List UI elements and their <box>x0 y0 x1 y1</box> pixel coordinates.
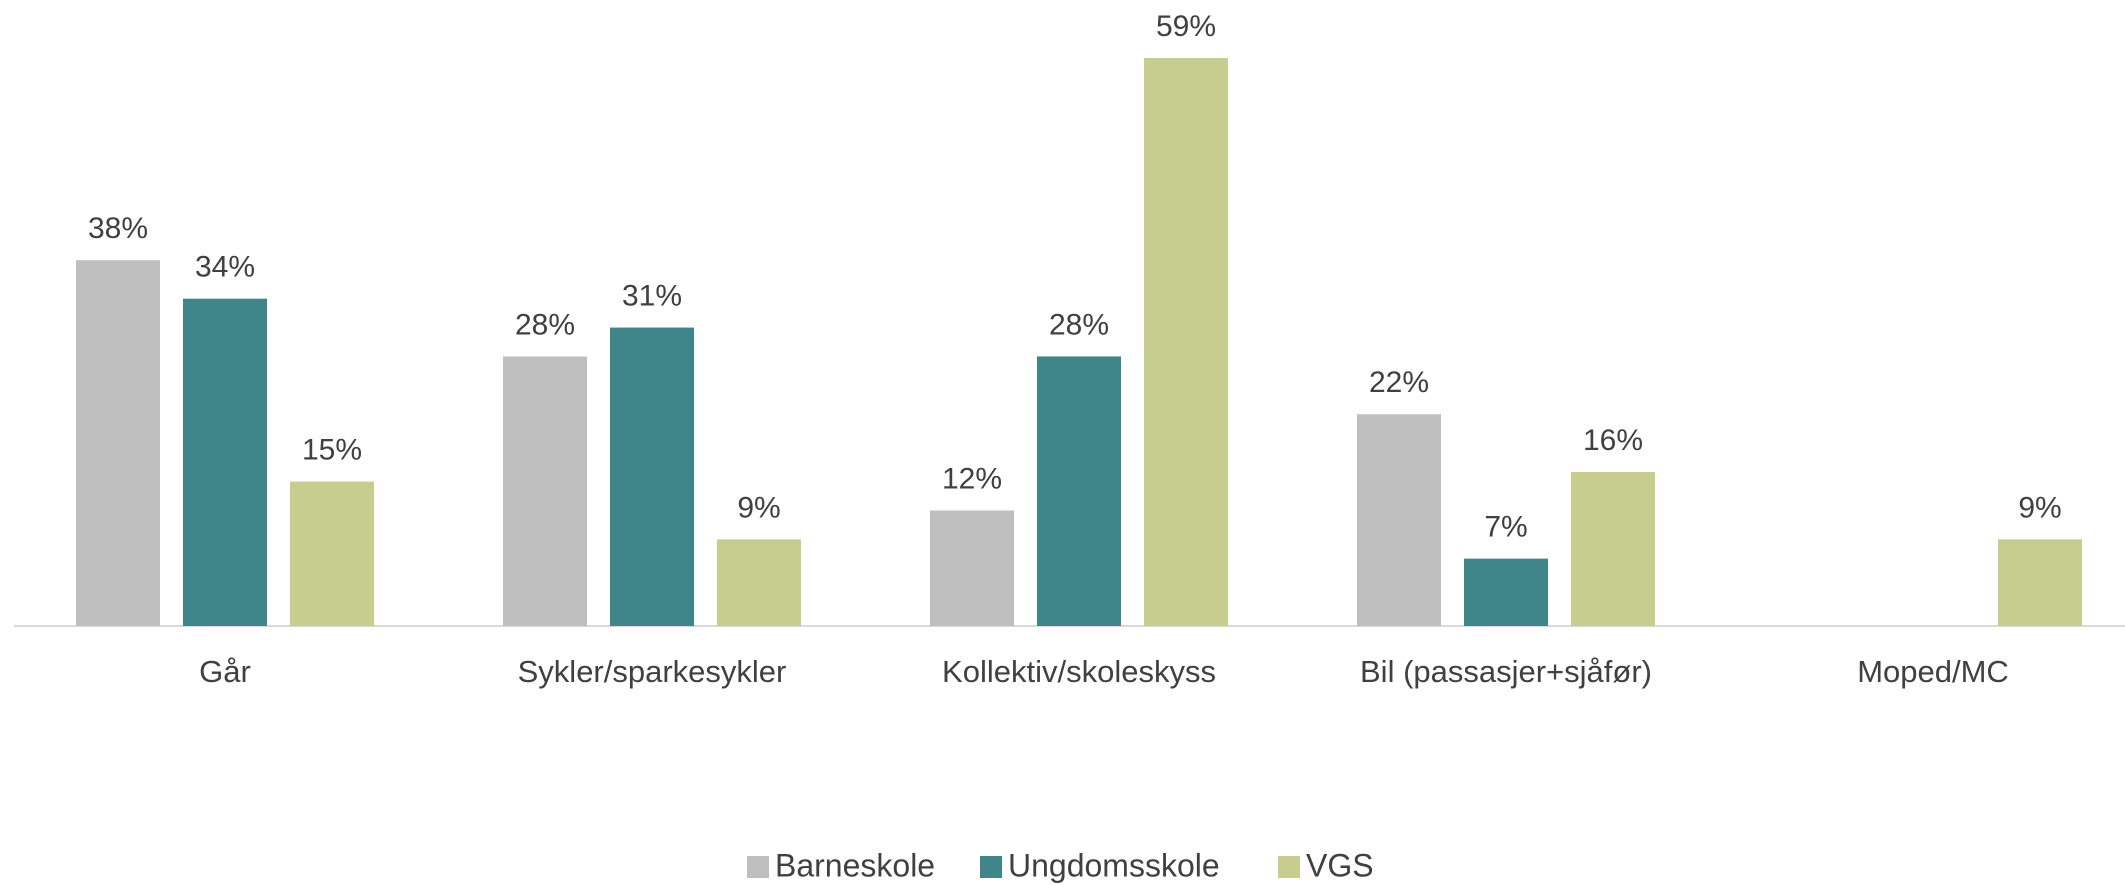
data-label: 15% <box>302 434 362 467</box>
legend-swatch <box>980 856 1002 878</box>
x-tick-label: Sykler/sparkesykler <box>518 654 787 689</box>
legend-label: VGS <box>1306 847 1374 883</box>
data-label: 38% <box>88 212 148 245</box>
data-label: 9% <box>2018 491 2061 524</box>
bar <box>610 327 694 626</box>
bar <box>1357 414 1441 626</box>
data-label: 12% <box>942 462 1002 495</box>
bar <box>503 356 587 626</box>
legend-swatch <box>747 856 769 878</box>
bar <box>1144 58 1228 626</box>
legend-label: Ungdomsskole <box>1008 847 1220 883</box>
x-tick-label: Går <box>199 654 251 689</box>
x-tick-label: Moped/MC <box>1857 654 2009 689</box>
bar <box>1464 558 1548 626</box>
data-label: 28% <box>515 308 575 341</box>
data-label: 31% <box>622 279 682 312</box>
data-label: 16% <box>1583 424 1643 457</box>
bar <box>717 539 801 626</box>
legend-swatch <box>1278 856 1300 878</box>
bar <box>1037 356 1121 626</box>
data-label: 22% <box>1369 366 1429 399</box>
bar <box>183 298 267 626</box>
x-tick-label: Bil (passasjer+sjåfør) <box>1360 654 1652 689</box>
bar <box>290 481 374 626</box>
data-label: 7% <box>1484 511 1527 544</box>
data-label: 34% <box>195 251 255 284</box>
bar <box>930 510 1014 626</box>
bar <box>1998 539 2082 626</box>
data-label: 28% <box>1049 308 1109 341</box>
x-tick-label: Kollektiv/skoleskyss <box>942 654 1216 689</box>
bar <box>1571 471 1655 626</box>
data-label: 9% <box>737 491 780 524</box>
bar <box>76 260 160 626</box>
data-label: 59% <box>1156 10 1216 43</box>
legend-label: Barneskole <box>775 847 935 883</box>
